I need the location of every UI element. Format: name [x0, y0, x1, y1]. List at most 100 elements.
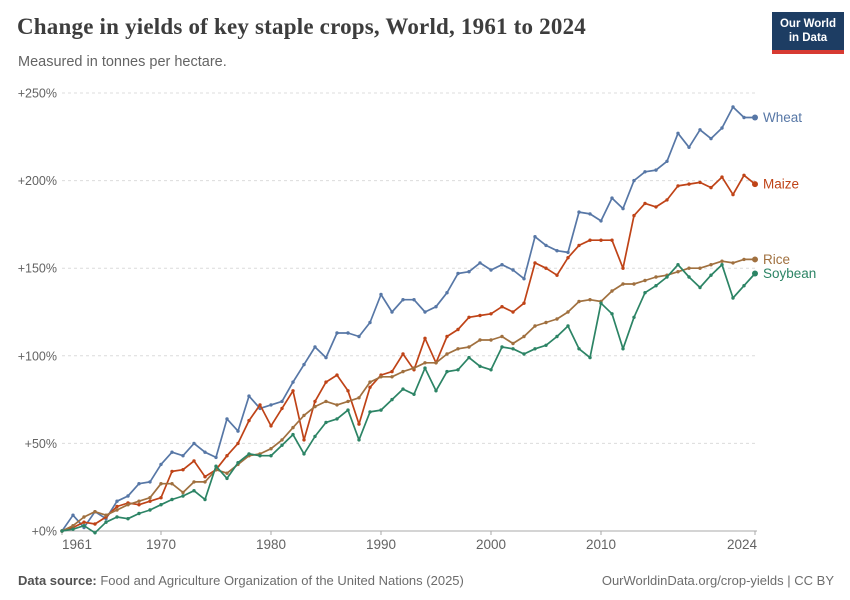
- data-point-marker: [269, 454, 273, 458]
- data-point-marker: [291, 425, 295, 430]
- data-point-marker: [214, 464, 218, 468]
- data-point-marker: [126, 494, 130, 498]
- data-point-marker: [104, 513, 108, 517]
- data-point-marker: [478, 313, 482, 318]
- x-tick-label: 1990: [366, 537, 396, 552]
- data-point-marker: [357, 422, 361, 426]
- data-point-marker: [82, 515, 86, 519]
- data-point-marker: [588, 355, 592, 360]
- data-point-marker: [126, 503, 130, 507]
- data-point-marker: [192, 489, 196, 493]
- x-tick-label: 1961: [62, 537, 92, 552]
- data-point-marker: [368, 385, 372, 389]
- data-point-marker: [643, 291, 647, 295]
- data-point-marker: [313, 404, 317, 409]
- data-point-marker: [588, 238, 592, 242]
- data-point-marker: [610, 312, 614, 316]
- data-point-marker: [511, 347, 515, 351]
- data-point-marker: [456, 327, 460, 332]
- owid-logo-line1: Our World: [779, 18, 836, 30]
- data-point-marker: [192, 459, 196, 463]
- series-end-marker: [752, 181, 758, 188]
- series-end-marker: [752, 270, 758, 277]
- data-point-marker: [225, 454, 229, 458]
- data-point-marker: [511, 268, 515, 272]
- data-point-marker: [500, 305, 504, 309]
- data-point-marker: [731, 296, 735, 300]
- data-point-marker: [610, 238, 614, 242]
- series-line: [61, 174, 756, 532]
- data-point-marker: [478, 364, 482, 368]
- data-point-marker: [302, 362, 306, 367]
- data-point-marker: [346, 331, 350, 335]
- data-point-marker: [346, 389, 350, 393]
- data-point-marker: [247, 452, 251, 456]
- data-point-marker: [588, 298, 592, 302]
- data-point-marker: [676, 263, 680, 267]
- data-point-marker: [467, 355, 471, 360]
- data-source: Data source: Food and Agriculture Organi…: [18, 573, 464, 588]
- data-point-marker: [269, 424, 273, 428]
- data-point-marker: [346, 399, 350, 404]
- data-point-marker: [566, 324, 570, 328]
- data-point-marker: [192, 480, 196, 484]
- data-point-marker: [445, 352, 449, 356]
- data-point-marker: [423, 336, 427, 340]
- data-point-marker: [148, 480, 152, 484]
- series-line: [61, 106, 755, 532]
- data-point-marker: [434, 389, 438, 393]
- data-point-marker: [258, 454, 262, 458]
- data-point-marker: [467, 345, 471, 349]
- data-point-marker: [643, 170, 647, 174]
- data-point-marker: [236, 429, 240, 433]
- data-point-marker: [489, 312, 493, 316]
- data-point-marker: [236, 441, 240, 446]
- data-point-marker: [687, 266, 691, 270]
- credit-link[interactable]: OurWorldinData.org/crop-yields | CC BY: [601, 573, 834, 588]
- series-wheat: Wheat: [60, 105, 802, 533]
- data-point-marker: [115, 508, 119, 512]
- data-point-marker: [621, 347, 625, 351]
- data-point-marker: [115, 515, 119, 519]
- data-point-marker: [291, 389, 295, 393]
- data-point-marker: [225, 476, 229, 481]
- data-point-marker: [621, 266, 625, 270]
- data-point-marker: [104, 520, 108, 524]
- data-point-marker: [93, 510, 97, 514]
- data-point-marker: [335, 417, 339, 421]
- data-point-marker: [401, 352, 405, 356]
- data-point-marker: [456, 368, 460, 372]
- data-point-marker: [412, 298, 416, 302]
- data-point-marker: [137, 511, 141, 516]
- data-point-marker: [346, 408, 350, 412]
- data-point-marker: [126, 517, 130, 521]
- series-label-maize: Maize: [763, 177, 799, 192]
- data-point-marker: [423, 361, 427, 365]
- data-point-marker: [698, 266, 702, 270]
- data-point-marker: [698, 285, 702, 290]
- data-point-marker: [665, 159, 669, 163]
- owid-logo[interactable]: Our World in Data: [772, 12, 844, 54]
- series-rice: Rice: [60, 252, 790, 533]
- x-tick-label: 2024: [727, 537, 758, 552]
- data-point-marker: [434, 361, 438, 365]
- data-point-marker: [687, 182, 691, 186]
- data-point-marker: [632, 213, 636, 218]
- data-point-marker: [379, 408, 383, 412]
- data-point-marker: [115, 504, 119, 509]
- data-point-marker: [742, 115, 746, 120]
- data-point-marker: [159, 496, 163, 500]
- data-point-marker: [533, 261, 537, 265]
- data-point-marker: [82, 520, 86, 524]
- data-point-marker: [192, 441, 196, 446]
- data-source-label: Data source:: [18, 573, 97, 588]
- data-point-marker: [379, 292, 383, 297]
- page-title: Change in yields of key staple crops, Wo…: [17, 14, 586, 39]
- data-source-value: Food and Agriculture Organization of the…: [96, 573, 464, 588]
- data-point-marker: [302, 438, 306, 442]
- data-point-marker: [445, 291, 449, 295]
- data-point-marker: [533, 324, 537, 328]
- data-point-marker: [654, 168, 658, 172]
- data-point-marker: [82, 524, 86, 528]
